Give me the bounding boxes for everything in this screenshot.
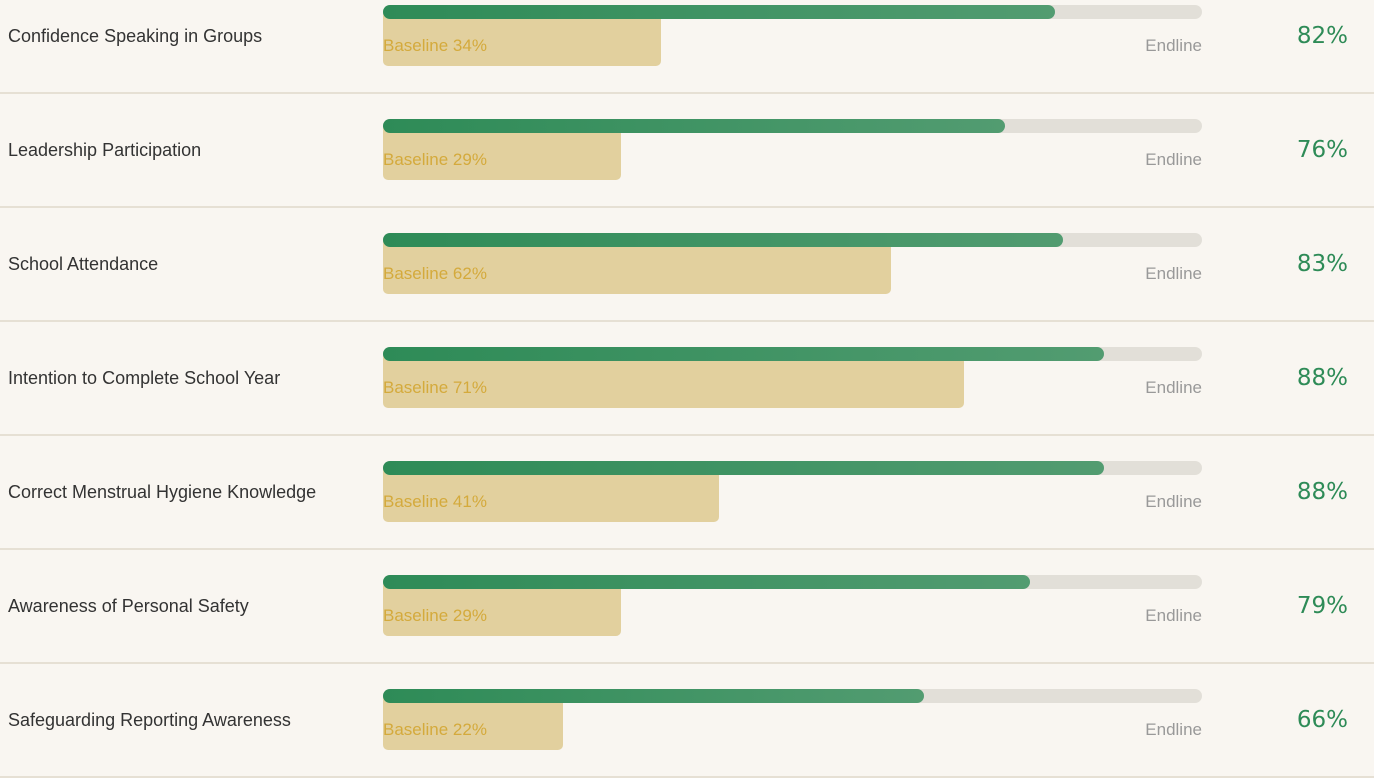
endline-value: 83% bbox=[1296, 251, 1348, 277]
bar-area: Baseline 62% Endline bbox=[383, 233, 1202, 295]
endline-value: 88% bbox=[1296, 365, 1348, 391]
endline-bar bbox=[383, 461, 1104, 475]
baseline-bar bbox=[383, 12, 662, 66]
endline-bar bbox=[383, 575, 1030, 589]
bar-area: Baseline 71% Endline bbox=[383, 347, 1202, 409]
baseline-label: Baseline 29% bbox=[383, 150, 487, 169]
baseline-label: Baseline 71% bbox=[383, 378, 487, 397]
endline-bar bbox=[383, 233, 1063, 247]
endline-caption: Endline bbox=[1145, 150, 1202, 169]
indicator-row: Safeguarding Reporting Awareness Baseline… bbox=[0, 664, 1374, 778]
baseline-bar bbox=[383, 696, 564, 750]
endline-bar bbox=[383, 347, 1104, 361]
endline-caption: Endline bbox=[1145, 36, 1202, 55]
indicator-label: School Attendance bbox=[8, 254, 159, 274]
indicator-label: Safeguarding Reporting Awareness bbox=[8, 710, 291, 730]
page: Confidence Speaking in Groups Baseline 34… bbox=[0, 5, 1374, 778]
endline-value: 66% bbox=[1296, 707, 1348, 733]
indicator-label: Awareness of Personal Safety bbox=[8, 596, 249, 616]
endline-caption: Endline bbox=[1145, 720, 1202, 739]
indicator-row: Correct Menstrual Hygiene Knowledge Basel… bbox=[0, 436, 1374, 550]
indicator-row: Intention to Complete School Year Baselin… bbox=[0, 322, 1374, 436]
baseline-label: Baseline 34% bbox=[383, 36, 487, 55]
indicator-row: Awareness of Personal Safety Baseline 29%… bbox=[0, 550, 1374, 664]
bar-area: Baseline 41% Endline bbox=[383, 461, 1202, 523]
endline-caption: Endline bbox=[1145, 492, 1202, 511]
endline-bar bbox=[383, 119, 1006, 133]
endline-bar bbox=[383, 5, 1055, 19]
endline-value: 88% bbox=[1296, 479, 1348, 505]
baseline-bar bbox=[383, 582, 621, 636]
endline-caption: Endline bbox=[1145, 378, 1202, 397]
endline-bar bbox=[383, 689, 924, 703]
indicator-row: Confidence Speaking in Groups Baseline 34… bbox=[0, 0, 1374, 94]
baseline-bar bbox=[383, 240, 891, 294]
baseline-label: Baseline 41% bbox=[383, 492, 487, 511]
bar-area: Baseline 29% Endline bbox=[383, 119, 1202, 181]
indicator-label: Confidence Speaking in Groups bbox=[8, 26, 263, 46]
indicator-row: School Attendance Baseline 62% Endline 83% bbox=[0, 208, 1374, 322]
baseline-bar bbox=[383, 354, 965, 408]
bar-area: Baseline 34% Endline bbox=[383, 5, 1202, 67]
indicator-label: Correct Menstrual Hygiene Knowledge bbox=[8, 482, 317, 502]
endline-value: 76% bbox=[1296, 137, 1348, 163]
baseline-label: Baseline 62% bbox=[383, 264, 487, 283]
endline-value: 79% bbox=[1296, 593, 1348, 619]
indicator-label: Leadership Participation bbox=[8, 140, 202, 160]
bar-area: Baseline 22% Endline bbox=[383, 689, 1202, 751]
bar-area: Baseline 29% Endline bbox=[383, 575, 1202, 637]
endline-caption: Endline bbox=[1145, 606, 1202, 625]
baseline-label: Baseline 29% bbox=[383, 606, 487, 625]
baseline-label: Baseline 22% bbox=[383, 720, 487, 739]
indicator-row: Leadership Participation Baseline 29% Endl… bbox=[0, 94, 1374, 208]
endline-caption: Endline bbox=[1145, 264, 1202, 283]
baseline-bar bbox=[383, 468, 719, 522]
indicator-label: Intention to Complete School Year bbox=[8, 368, 281, 388]
baseline-bar bbox=[383, 126, 621, 180]
endline-value: 82% bbox=[1296, 23, 1348, 49]
